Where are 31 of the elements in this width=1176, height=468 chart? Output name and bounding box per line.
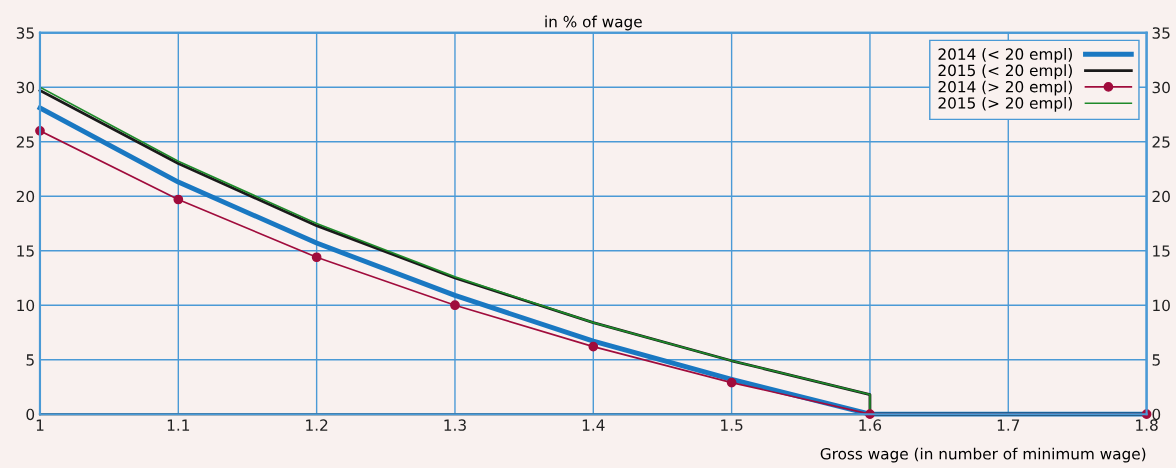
x-tick-label: 1.7 [997, 419, 1020, 431]
y2-tick-label: 10 [1153, 299, 1170, 312]
x-tick-label: 1.5 [721, 419, 743, 431]
y-tick-label: 15 [17, 245, 34, 257]
x-tick-label: 1.4 [582, 419, 605, 431]
y-tick-label: 35 [16, 27, 34, 39]
x-tick-label: 1.8 [1136, 419, 1158, 431]
x-tick-label: 1.3 [444, 419, 466, 431]
x-tick-label: 1 [36, 419, 44, 431]
x-tick-label: 1.6 [859, 419, 882, 431]
y2-tick-label: 0 [1152, 408, 1161, 421]
y-tick-label: 20 [16, 190, 35, 203]
y-tick-label: 5 [26, 354, 34, 366]
y2-tick-label: 15 [1153, 245, 1170, 257]
y2-tick-label: 35 [1152, 27, 1170, 39]
x-tick-label: 1.1 [167, 419, 190, 431]
legend-label: 2015 (> 20 empl) [938, 96, 1072, 112]
chart-title: in % of wage [545, 15, 642, 31]
y2-tick-label: 5 [1152, 354, 1160, 366]
y-tick-label: 10 [17, 299, 35, 312]
legend-label: 2014 (< 20 empl) [938, 48, 1072, 63]
x-tick-label: 1.2 [306, 419, 328, 431]
y2-tick-label: 30 [1152, 81, 1170, 94]
y-tick-label: 0 [26, 408, 35, 421]
legend-label: 2014 (> 20 empl) [938, 80, 1072, 96]
x-axis-title: Gross wage (in number of minimum wage) [820, 447, 1146, 463]
y-tick-label: 30 [16, 81, 35, 94]
y-tick-label: 25 [16, 136, 34, 148]
y2-tick-label: 25 [1152, 136, 1170, 148]
legend-label: 2015 (< 20 empl) [938, 64, 1072, 80]
y2-tick-label: 20 [1152, 190, 1170, 203]
